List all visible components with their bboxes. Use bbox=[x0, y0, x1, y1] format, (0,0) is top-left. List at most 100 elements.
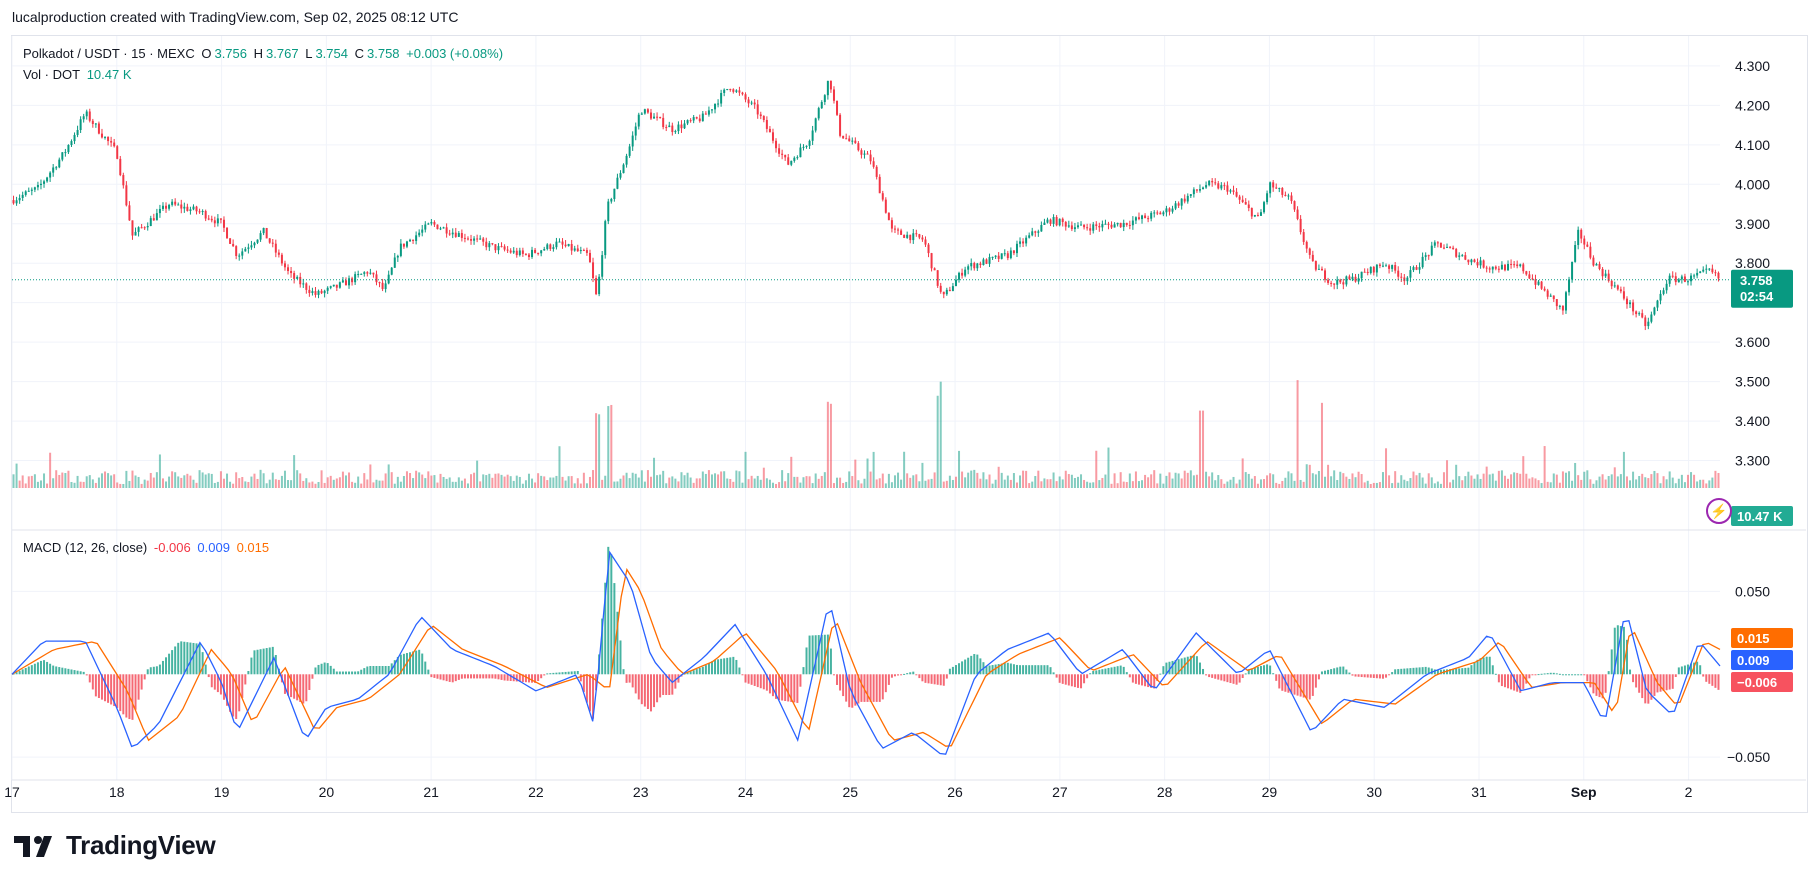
macd-hist-bar bbox=[814, 635, 817, 675]
candle-body bbox=[1019, 241, 1022, 244]
macd-label[interactable]: MACD (12, 26, close) bbox=[23, 540, 148, 555]
candle-body bbox=[18, 197, 21, 201]
candle-body bbox=[1644, 317, 1647, 327]
macd-hist-bar bbox=[1278, 674, 1281, 689]
volume-bar bbox=[1635, 479, 1638, 488]
macd-hist-bar bbox=[1250, 668, 1253, 675]
macd-hist-bar bbox=[110, 674, 113, 705]
candle-body bbox=[875, 166, 878, 177]
volume-bar bbox=[958, 450, 961, 488]
candle-body bbox=[305, 283, 308, 290]
candle-body bbox=[1421, 256, 1424, 268]
macd-hist-bar bbox=[1235, 674, 1238, 685]
volume-bar bbox=[1232, 476, 1235, 488]
volume-bar bbox=[238, 478, 241, 488]
volume-bar bbox=[1516, 472, 1519, 488]
brand-logo[interactable]: TradingView bbox=[14, 830, 216, 861]
volume-bar bbox=[415, 470, 418, 488]
candle-body bbox=[531, 249, 534, 258]
candle-body bbox=[204, 211, 207, 219]
macd-hist-bar bbox=[448, 674, 451, 682]
candle-body bbox=[1439, 242, 1442, 248]
macd-hist-bar bbox=[958, 663, 961, 675]
candle-body bbox=[485, 241, 488, 248]
volume-bar bbox=[512, 480, 515, 488]
macd-hist-bar bbox=[1717, 674, 1720, 690]
volume-label[interactable]: Vol · DOT bbox=[23, 67, 81, 82]
macd-hist-bar bbox=[1006, 662, 1009, 675]
candle-body bbox=[372, 272, 375, 275]
macd-hist-bar bbox=[1012, 664, 1015, 675]
macd-hist-bar bbox=[695, 669, 698, 675]
candle-body bbox=[76, 129, 79, 135]
candle-body bbox=[39, 183, 42, 186]
volume-bar bbox=[186, 473, 189, 488]
macd-hist-bar bbox=[1037, 665, 1040, 675]
macd-hist-bar bbox=[997, 664, 1000, 675]
candle-body bbox=[1357, 278, 1360, 282]
macd-hist-bar bbox=[1708, 674, 1711, 684]
macd-hist-bar bbox=[1574, 674, 1577, 676]
candle-body bbox=[610, 198, 613, 202]
macd-hist-bar bbox=[476, 674, 479, 679]
macd-hist-bar bbox=[311, 674, 314, 679]
volume-bar bbox=[39, 480, 42, 488]
macd-hist-bar bbox=[491, 674, 494, 679]
macd-hist-bar bbox=[326, 663, 329, 675]
close-label: C bbox=[354, 46, 364, 61]
macd-hist-bar bbox=[787, 674, 790, 702]
lightning-bolt-icon[interactable]: ⚡ bbox=[1706, 498, 1732, 524]
volume-bar bbox=[1528, 478, 1531, 488]
macd-hist-bar bbox=[97, 674, 100, 699]
candle-body bbox=[1571, 261, 1574, 280]
macd-hist-bar bbox=[1537, 674, 1540, 676]
candle-body bbox=[122, 175, 125, 186]
volume-bar bbox=[463, 478, 466, 488]
macd-hist-bar bbox=[506, 674, 509, 681]
macd-hist-bar bbox=[1452, 668, 1455, 675]
candle-body bbox=[1424, 255, 1427, 257]
volume-bar bbox=[1226, 481, 1229, 488]
volume-bar bbox=[1674, 483, 1677, 488]
candle-body bbox=[152, 218, 155, 221]
candle-body bbox=[183, 206, 186, 209]
candle-body bbox=[537, 252, 540, 254]
candle-body bbox=[256, 239, 259, 243]
volume-bar bbox=[110, 475, 113, 488]
y-tick-label: 3.400 bbox=[1735, 413, 1770, 429]
candle-body bbox=[1592, 257, 1595, 266]
volume-bar bbox=[1415, 475, 1418, 488]
candle-body bbox=[1049, 219, 1052, 224]
macd-hist-bar bbox=[1369, 674, 1372, 678]
macd-hist-bar bbox=[1418, 667, 1421, 675]
candle-body bbox=[1476, 262, 1479, 266]
y-tick-label: 4.100 bbox=[1735, 137, 1770, 153]
volume-bar bbox=[1046, 479, 1049, 488]
macd-hist-bar bbox=[753, 674, 756, 686]
volume-bar bbox=[1436, 481, 1439, 488]
macd-hist-bar bbox=[1034, 665, 1037, 675]
symbol-label[interactable]: Polkadot / USDT · 15 · MEXC bbox=[23, 46, 195, 61]
volume-bar bbox=[363, 473, 366, 488]
volume-value: 10.47 K bbox=[86, 67, 132, 82]
macd-hist-bar bbox=[762, 674, 765, 690]
macd-hist-bar bbox=[775, 674, 778, 699]
candle-body bbox=[296, 276, 299, 279]
candle-body bbox=[668, 125, 671, 128]
candle-body bbox=[564, 244, 567, 247]
candle-body bbox=[1677, 279, 1680, 283]
candle-body bbox=[1702, 269, 1705, 272]
candle-body bbox=[534, 249, 537, 253]
macd-hist-bar bbox=[625, 674, 628, 683]
candle-body bbox=[1452, 247, 1455, 250]
volume-bar bbox=[107, 473, 110, 488]
candle-body bbox=[439, 228, 442, 230]
candle-body bbox=[216, 218, 219, 224]
candle-body bbox=[1534, 279, 1537, 285]
volume-bar bbox=[49, 452, 52, 488]
candle-body bbox=[1128, 224, 1131, 226]
candle-body bbox=[1641, 313, 1644, 318]
candle-body bbox=[1195, 189, 1198, 191]
volume-bar bbox=[232, 483, 235, 488]
